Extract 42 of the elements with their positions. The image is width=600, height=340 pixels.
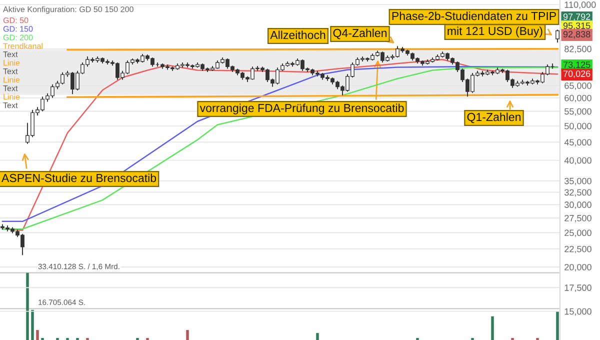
- y-tick-label: 30,000: [564, 202, 592, 210]
- candlestick: [556, 29, 560, 43]
- y-tick-label: 40,000: [564, 157, 592, 165]
- annotation: Linie: [4, 60, 20, 66]
- annotation: Allzeithoch: [270, 30, 326, 40]
- annotation: Text: [3, 102, 18, 108]
- annotation: ASPEN-Studie zu Brensocatib: [1, 174, 156, 182]
- y-tick-label: 110,000: [564, 2, 596, 9]
- text: Trendkanal: [3, 43, 42, 49]
- y-tick-label: 22,500: [564, 246, 592, 254]
- y-tick-label: 45,000: [564, 139, 592, 147]
- annotation: Q1-Zahlen: [467, 112, 520, 124]
- text: 92,838: [563, 31, 590, 38]
- y-tick-label: 15,000: [564, 308, 592, 316]
- text: 97,792: [563, 14, 590, 21]
- text: GD: 150: [3, 26, 33, 32]
- y-tick-label: 65,000: [564, 82, 592, 90]
- y-tick-label: 50,000: [564, 122, 592, 130]
- legend-title: Aktive Konfiguration: GD 50 150 200: [3, 6, 134, 14]
- text: GD: 50: [3, 17, 28, 24]
- annotation: Text: [3, 68, 18, 74]
- y-tick-label: 20,000: [564, 264, 592, 272]
- annotation: Text: [3, 52, 18, 58]
- annotation: Q4-Zahlen: [333, 28, 386, 40]
- y-tick-label: 55,000: [564, 108, 592, 116]
- text: GD: 200: [3, 34, 33, 40]
- y-tick-label: 17,500: [564, 284, 592, 292]
- text: 73,125: [563, 62, 590, 69]
- annotation: Text: [3, 86, 18, 92]
- y-tick-label: 27,500: [564, 214, 592, 222]
- y-tick-label: 60,000: [564, 94, 592, 102]
- annotation: mit 121 USD (Buy): [448, 26, 542, 38]
- text: 70,026: [563, 70, 590, 78]
- y-tick-label: 35,000: [564, 178, 592, 186]
- annotation: Linie: [4, 76, 20, 83]
- y-tick-label: 25,000: [564, 230, 592, 238]
- annotation: Linie: [4, 94, 20, 100]
- y-tick-label: 32,500: [564, 189, 592, 197]
- y-tick-label: 82,500: [564, 46, 592, 54]
- annotation: vorrangige FDA-Prüfung zu Brensocatib: [200, 104, 404, 114]
- text: 95,315: [563, 22, 590, 30]
- annotation: Phase-2b-Studiendaten zu TPIP: [392, 12, 556, 20]
